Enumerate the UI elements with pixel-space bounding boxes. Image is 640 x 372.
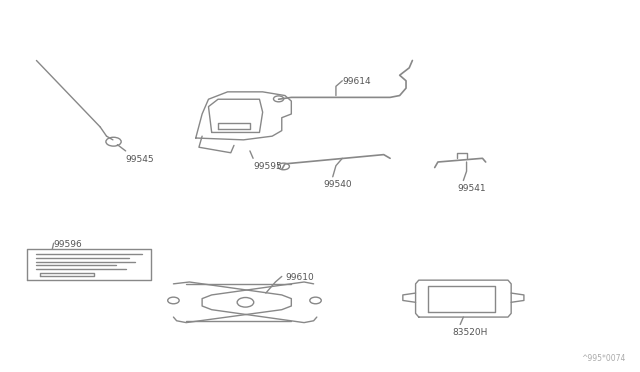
Text: 99596: 99596 — [54, 240, 83, 248]
Text: 99540: 99540 — [323, 180, 352, 189]
Text: 83520H: 83520H — [452, 328, 488, 337]
Text: 99595: 99595 — [253, 162, 282, 171]
Text: 99614: 99614 — [342, 77, 371, 86]
Text: 99545: 99545 — [125, 155, 154, 164]
Text: 99610: 99610 — [285, 273, 314, 282]
Text: 99541: 99541 — [457, 184, 486, 193]
Text: ^995*0074: ^995*0074 — [582, 354, 626, 363]
